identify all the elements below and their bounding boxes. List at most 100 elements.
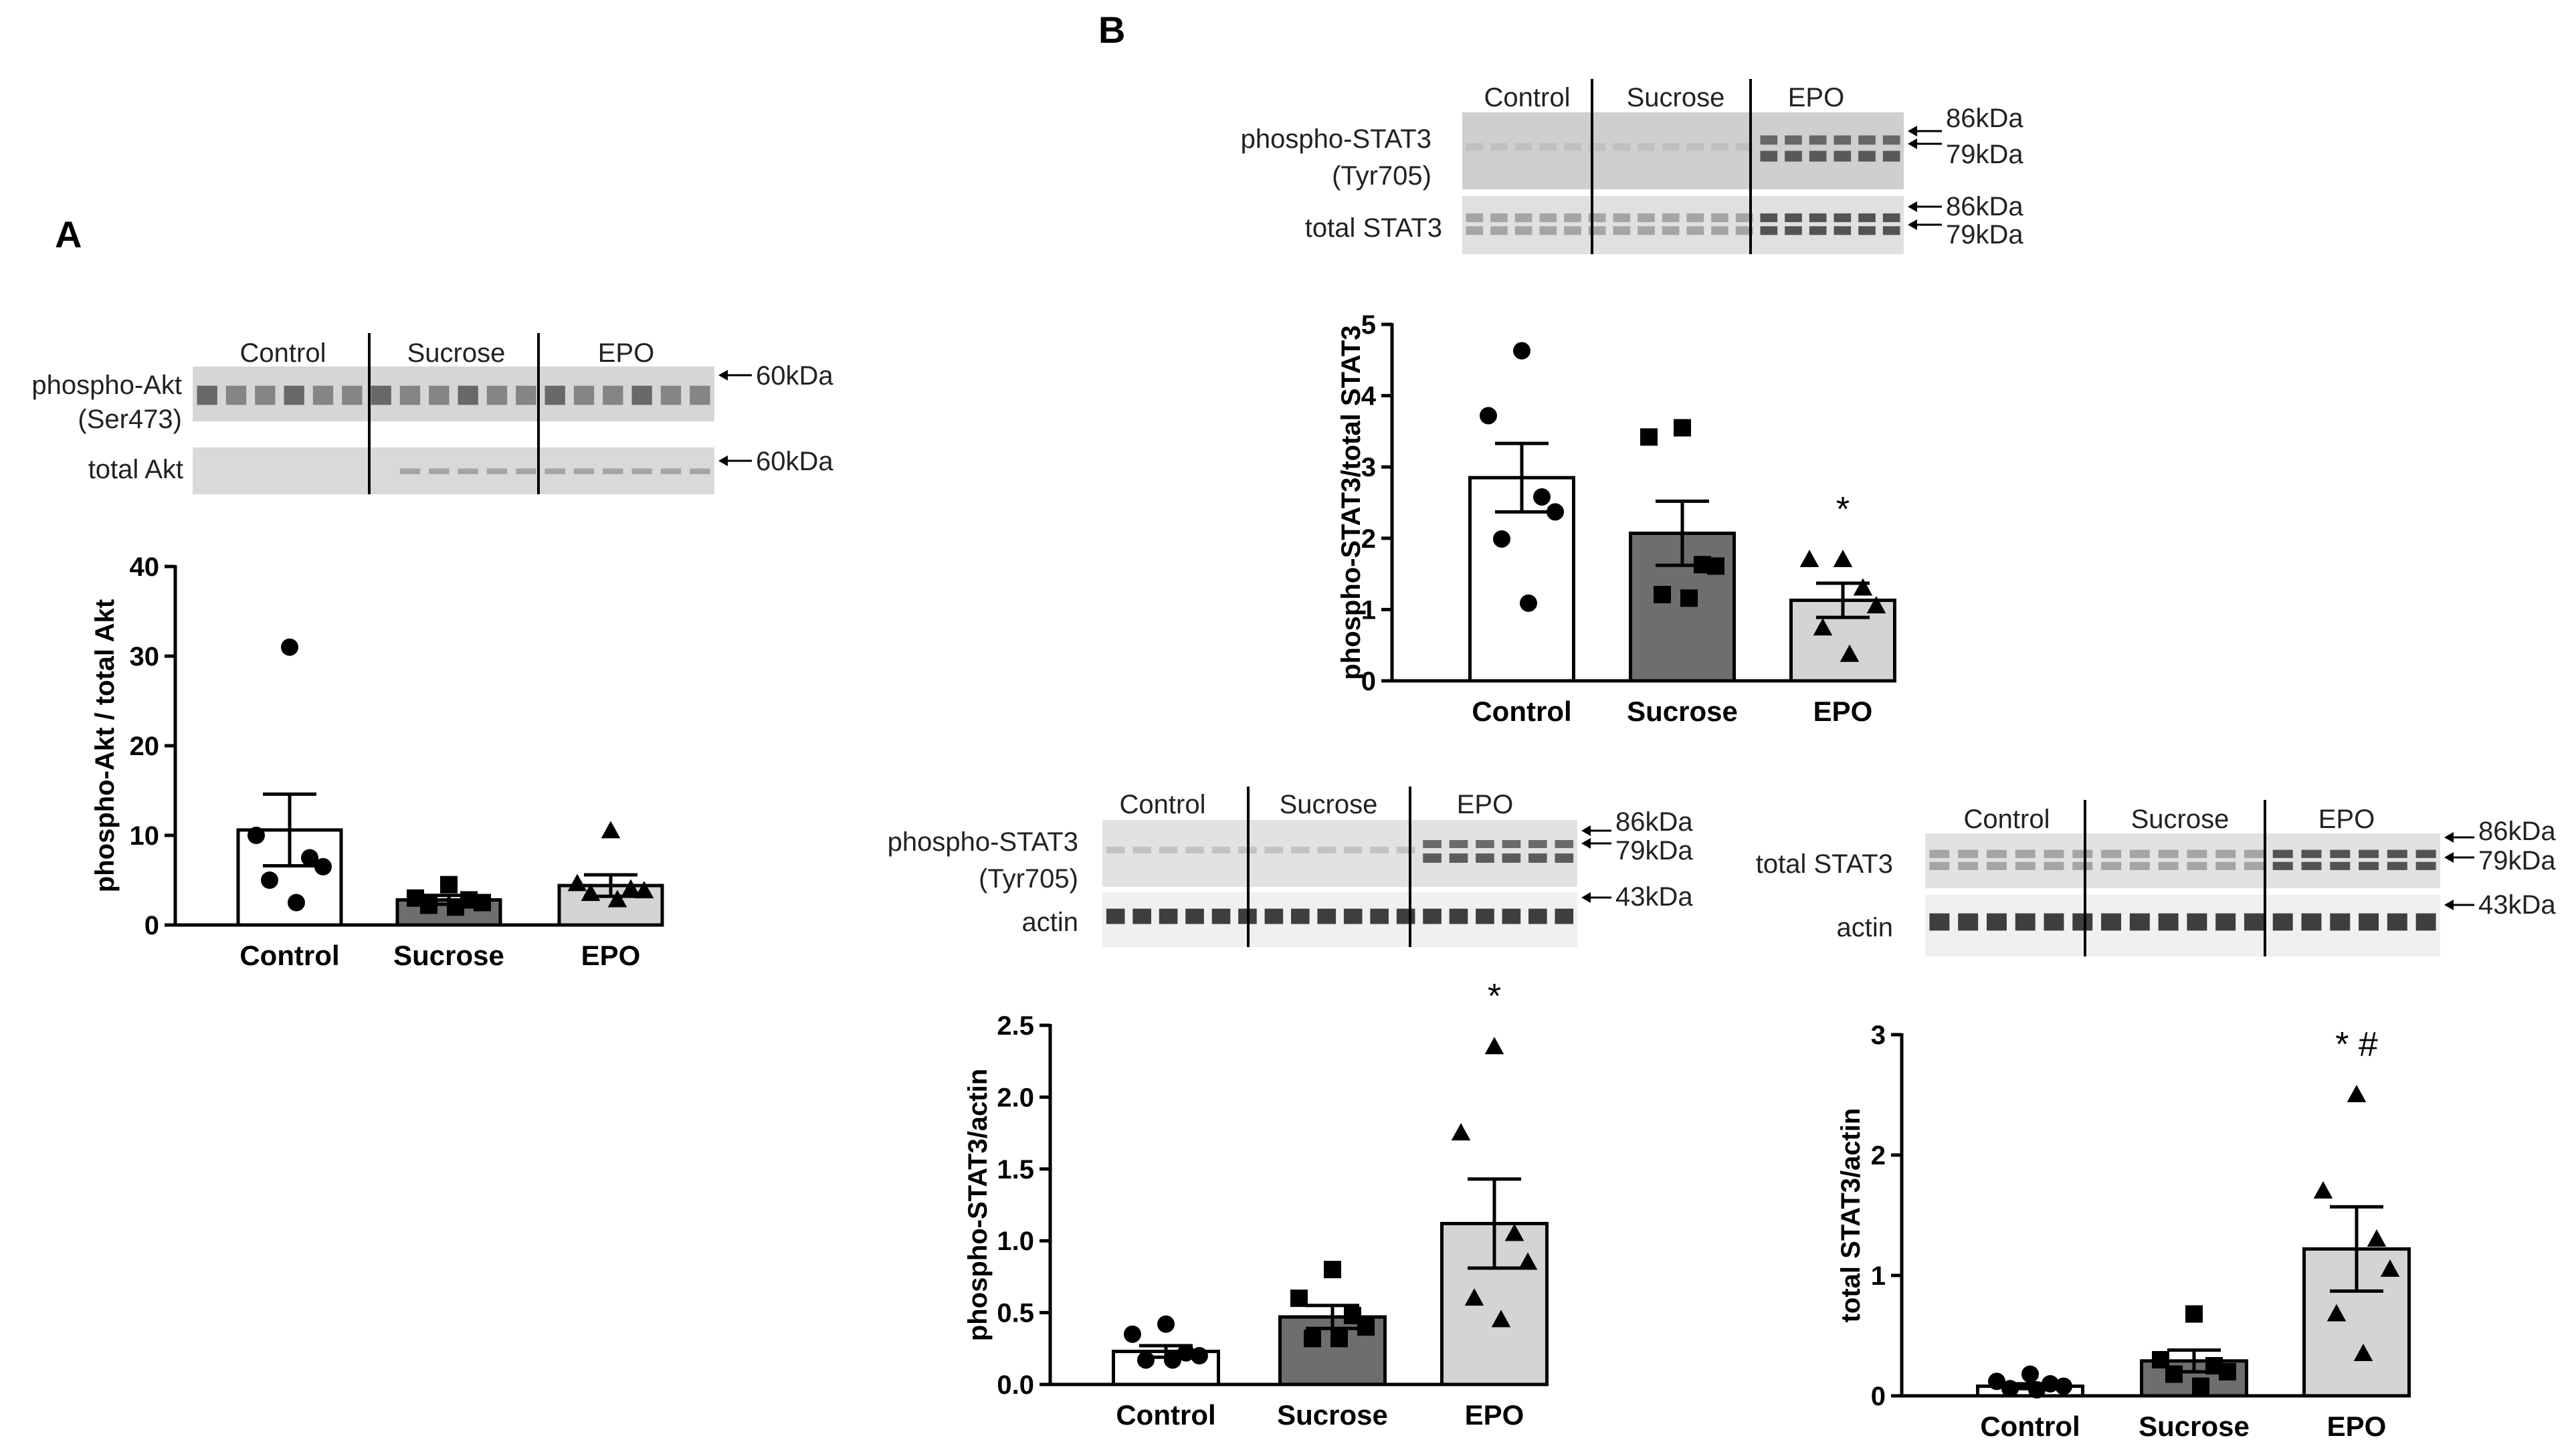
blot-band <box>1564 213 1581 223</box>
blot-band <box>284 385 304 405</box>
blot-band <box>1686 143 1704 151</box>
arrow-head-icon <box>1908 219 1917 230</box>
blot-band <box>1370 847 1389 853</box>
blot-band <box>1502 853 1521 863</box>
blot-band <box>1638 143 1655 151</box>
blot-band <box>1809 213 1827 223</box>
significance-annotation: * <box>1488 977 1501 1016</box>
data-point-square <box>1290 1289 1308 1308</box>
blot-band <box>1466 226 1484 235</box>
arrow-head-icon <box>2444 900 2454 910</box>
blot-band <box>2387 861 2407 870</box>
blot-band <box>2301 861 2322 870</box>
data-point-circle <box>2055 1377 2072 1395</box>
data-point-square <box>474 894 491 912</box>
blot-group-label: Control <box>1120 790 1206 819</box>
blot-band <box>1528 853 1547 863</box>
data-point-triangle <box>1484 1037 1504 1055</box>
arrow-head-icon <box>718 370 728 381</box>
western-blots: Control Sucrose EPO phospho-Akt (Ser473) 60kD… <box>31 79 2556 956</box>
blot-band <box>1882 150 1900 162</box>
blot-band <box>516 468 536 474</box>
blot-band <box>1564 143 1581 151</box>
blot-row-label: (Tyr705) <box>1332 161 1431 191</box>
x-tick-label: Control <box>239 940 339 971</box>
kda-marker: 60kDa <box>756 361 833 391</box>
data-point-circle <box>1157 1315 1175 1333</box>
blot-band <box>2101 849 2122 858</box>
blot-band <box>1882 226 1900 235</box>
blot-group-label: Control <box>1484 83 1571 112</box>
blot-band <box>1423 840 1442 848</box>
kda-marker: 43kDa <box>1615 882 1693 912</box>
data-point-square <box>2185 1305 2203 1323</box>
data-point-triangle <box>1451 1123 1471 1141</box>
y-axis-label: phospho-Akt / total Akt <box>90 599 120 892</box>
blot-group-label: Control <box>240 338 326 368</box>
blot-band <box>1785 226 1802 235</box>
blot-band <box>1809 226 1827 235</box>
blot-group-label: EPO <box>2318 805 2375 834</box>
data-point-square <box>440 875 458 894</box>
blot-band <box>1555 840 1574 848</box>
blot-band <box>399 385 421 405</box>
blot-band <box>1686 213 1704 223</box>
data-point-triangle <box>2313 1181 2333 1199</box>
blot-band <box>1760 150 1778 162</box>
blot-band <box>2244 913 2264 931</box>
data-point-triangle <box>2367 1229 2387 1247</box>
blot-band <box>1396 847 1415 853</box>
blot-band <box>2387 913 2407 931</box>
data-point-triangle <box>1833 549 1853 567</box>
blot-band <box>2330 849 2351 858</box>
blot-band <box>1638 213 1655 223</box>
blot-band <box>2301 849 2322 858</box>
blot-row-label: phospho-Akt <box>31 371 182 400</box>
data-point-square <box>447 898 464 916</box>
y-tick-label: 5 <box>1361 310 1376 340</box>
blot-band <box>544 468 565 474</box>
y-tick-label: 4 <box>1361 382 1377 411</box>
y-tick-label: 0.0 <box>997 1370 1034 1400</box>
blot-band <box>1929 913 1950 931</box>
blot-strip <box>1925 833 2440 888</box>
blot-band <box>1317 908 1336 924</box>
blot-band <box>1735 143 1753 151</box>
blot-band <box>690 385 710 405</box>
y-tick-label: 30 <box>130 642 160 672</box>
blot-band <box>1490 226 1508 235</box>
data-point-circle <box>1137 1351 1155 1369</box>
arrow-head-icon <box>1581 838 1591 849</box>
data-point-triangle <box>2380 1259 2400 1277</box>
y-tick-label: 0 <box>1361 667 1376 696</box>
blot-group-label: EPO <box>598 338 654 368</box>
blot-band <box>1423 908 1442 924</box>
data-point-square <box>1324 1261 1341 1279</box>
blot-band <box>1476 840 1494 848</box>
data-point-circle <box>247 827 265 844</box>
blot-band <box>1760 226 1778 235</box>
blot-band <box>2101 913 2122 931</box>
blot-band <box>2187 913 2207 931</box>
blot-band <box>255 385 276 405</box>
blot-band <box>2215 913 2236 931</box>
significance-annotation: * <box>1836 490 1850 529</box>
blot-band <box>2129 861 2150 870</box>
blot-band <box>1711 213 1728 223</box>
blot-band <box>1528 908 1547 924</box>
x-tick-label: EPO <box>2327 1411 2387 1442</box>
kda-marker: 79kDa <box>1946 140 2023 169</box>
data-point-circle <box>1480 407 1497 425</box>
blot-band <box>1502 908 1521 924</box>
blot-band <box>1449 908 1468 924</box>
y-tick-label: 2.0 <box>997 1083 1034 1112</box>
blot-band <box>1185 847 1204 853</box>
blot-group-label: Sucrose <box>407 338 506 368</box>
blot-band <box>1466 213 1484 223</box>
blot-band <box>1132 908 1151 924</box>
blot-band <box>2215 861 2236 870</box>
y-tick-label: 2.5 <box>997 1011 1034 1041</box>
data-point-circle <box>1988 1372 2005 1390</box>
